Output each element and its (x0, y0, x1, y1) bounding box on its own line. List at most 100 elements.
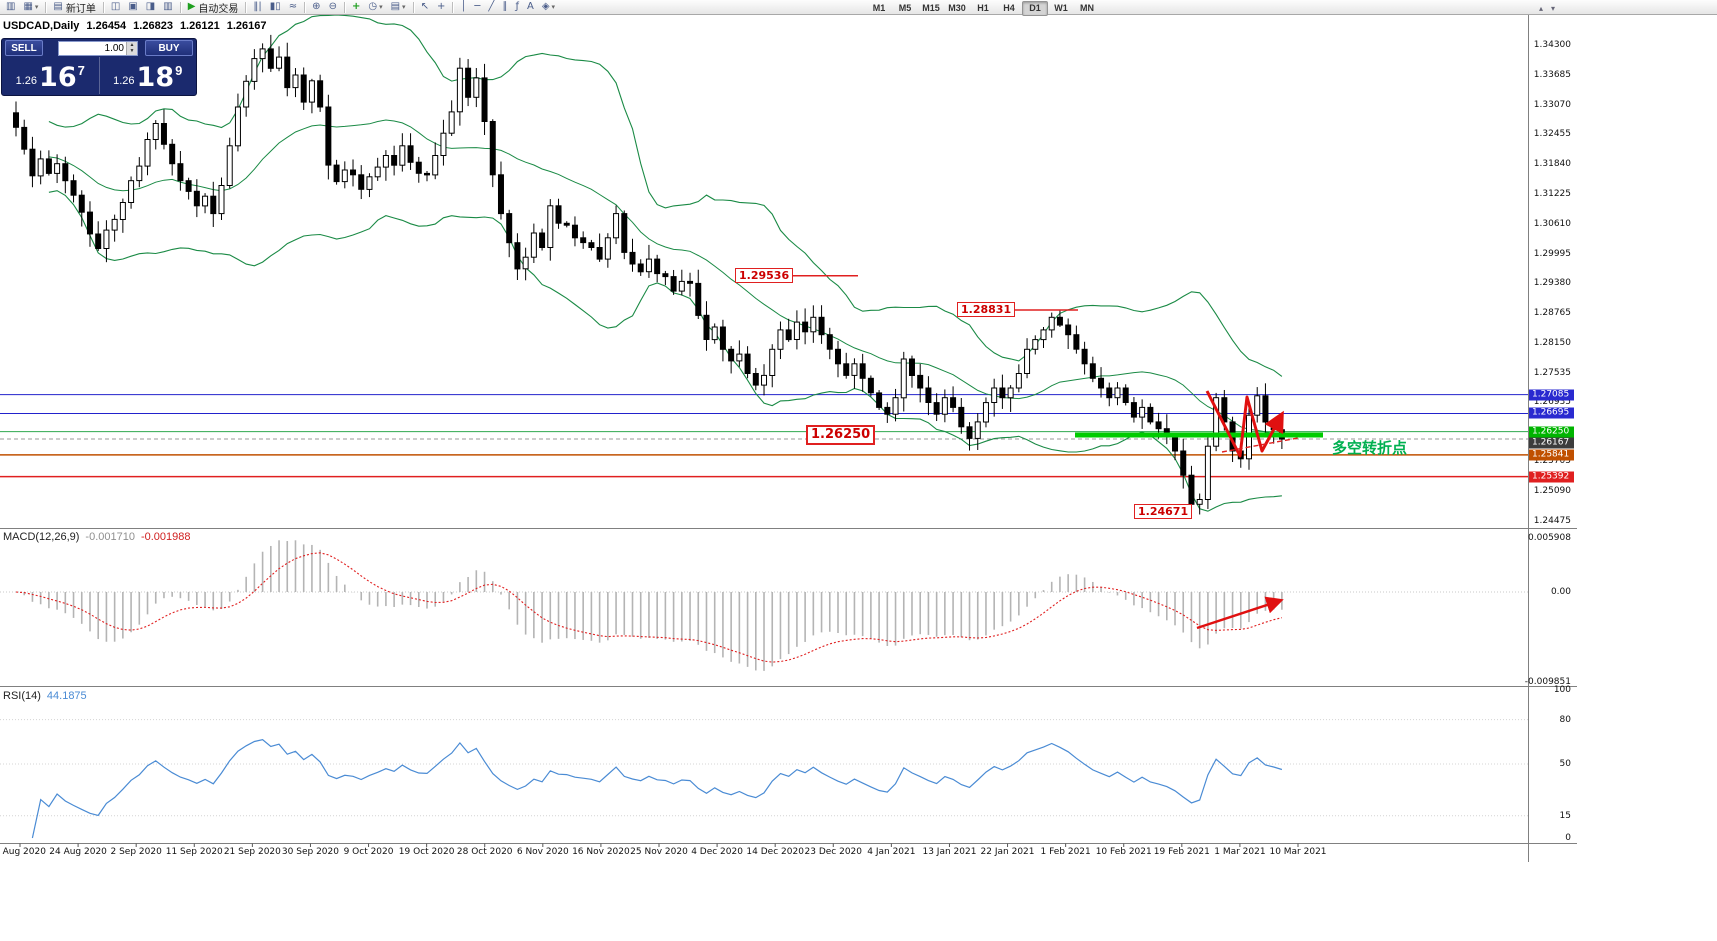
vertical-line-icon: │ (460, 1, 467, 12)
macd-histogram (23, 540, 1283, 671)
shapes-icon: ◈ (541, 1, 550, 12)
trendline-icon: ╱ (488, 1, 495, 12)
toolbar-separator (102, 1, 104, 13)
macd-trend-arrow[interactable] (1196, 596, 1284, 630)
time-axis-label: 6 Aug 2020 (0, 847, 46, 857)
timeframe-h4-button[interactable]: H4 (1003, 3, 1015, 13)
toolbar-separator (45, 1, 47, 13)
timeframe-m5-button[interactable]: M5 (898, 3, 912, 13)
macd-axis-label: 0.00 (1550, 586, 1571, 597)
line-chart-mode-icon: ≈ (288, 1, 298, 12)
toolbar-horizontal-line-button[interactable]: ─ (471, 0, 483, 15)
bollinger-lower-band (48, 190, 1282, 512)
rsi-axis-label: 100 (1553, 685, 1571, 695)
toolbar-terminal-button[interactable]: ▥ (160, 0, 175, 15)
price-axis[interactable]: 1.34300 1.33685 1.33070 1.32455 1.31840 1.312… (1524, 15, 1577, 862)
timeframe-m30-button[interactable]: M30 (948, 3, 966, 13)
toolbar-separator (245, 1, 247, 13)
time-axis-label: 6 Nov 2020 (516, 847, 569, 857)
time-axis-label: 23 Dec 2020 (804, 847, 863, 857)
price-axis-label: 1.27535 (1533, 367, 1571, 378)
timeframe-w1-button[interactable]: W1 (1054, 3, 1068, 13)
toolbar-shapes-button[interactable]: ◈ ▾ (539, 0, 558, 15)
time-axis-label: 13 Jan 2021 (922, 847, 977, 857)
toolbar-profiles-button[interactable]: ▦ ▾ (20, 0, 41, 15)
rsi-axis-label: 80 (1559, 714, 1571, 725)
toolbar-equidistant-channel-button[interactable]: ∥ (499, 0, 510, 15)
price-level-box: 1.25392 (1529, 471, 1574, 483)
autotrading-icon: ▶ (187, 1, 196, 12)
trend-zigzag-arrow[interactable] (1205, 390, 1284, 458)
time-axis-label: 16 Nov 2020 (572, 847, 630, 857)
time-axis-label: 19 Feb 2021 (1153, 847, 1210, 857)
toolbar-vertical-line-button[interactable]: │ (457, 0, 469, 15)
candles[interactable] (13, 34, 1285, 515)
toolbar-zoom-in-button[interactable]: ⊕ (309, 0, 323, 15)
price-axis-label: 1.33685 (1533, 69, 1571, 80)
toolbar-separator (452, 1, 454, 13)
toolbar-zoom-out-button[interactable]: ⊖ (326, 0, 340, 15)
data-window-icon: ▣ (128, 1, 138, 12)
price-axis-label: 1.28765 (1533, 308, 1571, 319)
toolbar-periods-button[interactable]: ◷ ▾ (365, 0, 385, 15)
price-level-box: 1.27085 (1529, 389, 1574, 401)
text-tool-icon: A (526, 1, 534, 12)
time-axis-label: 25 Nov 2020 (630, 847, 688, 857)
chevron-down-icon: ▾ (379, 4, 383, 11)
toolbar-trendline-button[interactable]: ╱ (485, 0, 497, 15)
time-axis-label: 2 Sep 2020 (110, 847, 162, 857)
bollinger-middle-band (48, 119, 1283, 437)
timeframe-toolbar: M1 M5 M15 M30 H1 H4 D1 W1 MN (866, 1, 1100, 16)
rsi-line (31, 739, 1283, 839)
time-axis-label: 11 Sep 2020 (165, 847, 223, 857)
time-axis-label: 10 Feb 2021 (1095, 847, 1152, 857)
toolbar-market-watch-button[interactable]: ◫ (108, 0, 123, 15)
time-axis-label: 21 Sep 2020 (223, 847, 281, 857)
timeframe-m15-button[interactable]: M15 (922, 3, 940, 13)
time-axis-label: 4 Dec 2020 (691, 847, 743, 857)
rsi-axis-label: 0 (1565, 833, 1571, 843)
toolbar-templates-button[interactable]: ▤ ▾ (388, 0, 409, 15)
toolbar-overflow: ▴ ▾ (1535, 1, 1559, 16)
price-level-box: 1.25841 (1529, 449, 1574, 461)
macd-axis-label: 0.005908 (1528, 533, 1571, 543)
toolbar-navigator-button[interactable]: ◨ (143, 0, 158, 15)
toolbar-data-window-button[interactable]: ▣ (125, 0, 140, 15)
timeframe-h1-button[interactable]: H1 (977, 3, 989, 13)
toolbar-crosshair-button[interactable]: + (434, 0, 448, 15)
toolbar-cursor-button[interactable]: ↖ (418, 0, 432, 15)
time-axis-label: 1 Mar 2021 (1214, 847, 1266, 857)
macd-axis-label: -0.009851 (1524, 676, 1571, 687)
price-axis-label: 1.26935 (1533, 396, 1571, 407)
time-axis-label: 1 Feb 2021 (1040, 847, 1091, 857)
market-watch-icon: ◫ (110, 1, 121, 12)
toolbar-new-chart-button[interactable]: ▥ (3, 0, 18, 15)
candlestick-mode-icon: ▮▯ (269, 1, 281, 12)
terminal-icon: ▥ (163, 1, 173, 12)
time-axis-label: 28 Oct 2020 (456, 847, 513, 857)
timeframe-m1-button[interactable]: M1 (872, 3, 886, 13)
price-axis-label: 1.25090 (1533, 486, 1571, 497)
time-axis-label: 30 Sep 2020 (281, 847, 339, 857)
timeframe-d1-button[interactable]: D1 (1022, 1, 1048, 16)
toolbar-scroll-down-icon[interactable]: ▾ (1550, 4, 1555, 13)
toolbar-text-tool-button[interactable]: A (524, 0, 537, 15)
templates-icon: ▤ (390, 1, 401, 12)
toolbar-candlestick-mode-button[interactable]: ▮▯ (267, 0, 284, 15)
new-order-icon: ▤ (53, 1, 63, 12)
toolbar-fibonacci-button[interactable]: ƒ (512, 0, 522, 15)
price-axis-label: 1.28150 (1533, 337, 1571, 348)
toolbar-bar-chart-mode-button[interactable]: ‖| (250, 0, 264, 15)
toolbar-line-chart-mode-button[interactable]: ≈ (286, 0, 300, 15)
toolbar-new-order-button[interactable]: ▤ 新订单 (53, 1, 96, 15)
bar-chart-mode-icon: ‖| (253, 1, 262, 12)
timeframe-mn-button[interactable]: MN (1080, 3, 1094, 13)
dashed-trendline[interactable] (1221, 437, 1299, 453)
time-axis-label: 4 Jan 2021 (867, 847, 916, 857)
chart-canvas[interactable] (0, 0, 1577, 862)
toolbar-scroll-up-icon[interactable]: ▴ (1538, 4, 1543, 13)
toolbar-indicators-button[interactable]: + (349, 0, 363, 15)
toolbar-autotrading-button[interactable]: ▶ 自动交易 (187, 1, 239, 15)
